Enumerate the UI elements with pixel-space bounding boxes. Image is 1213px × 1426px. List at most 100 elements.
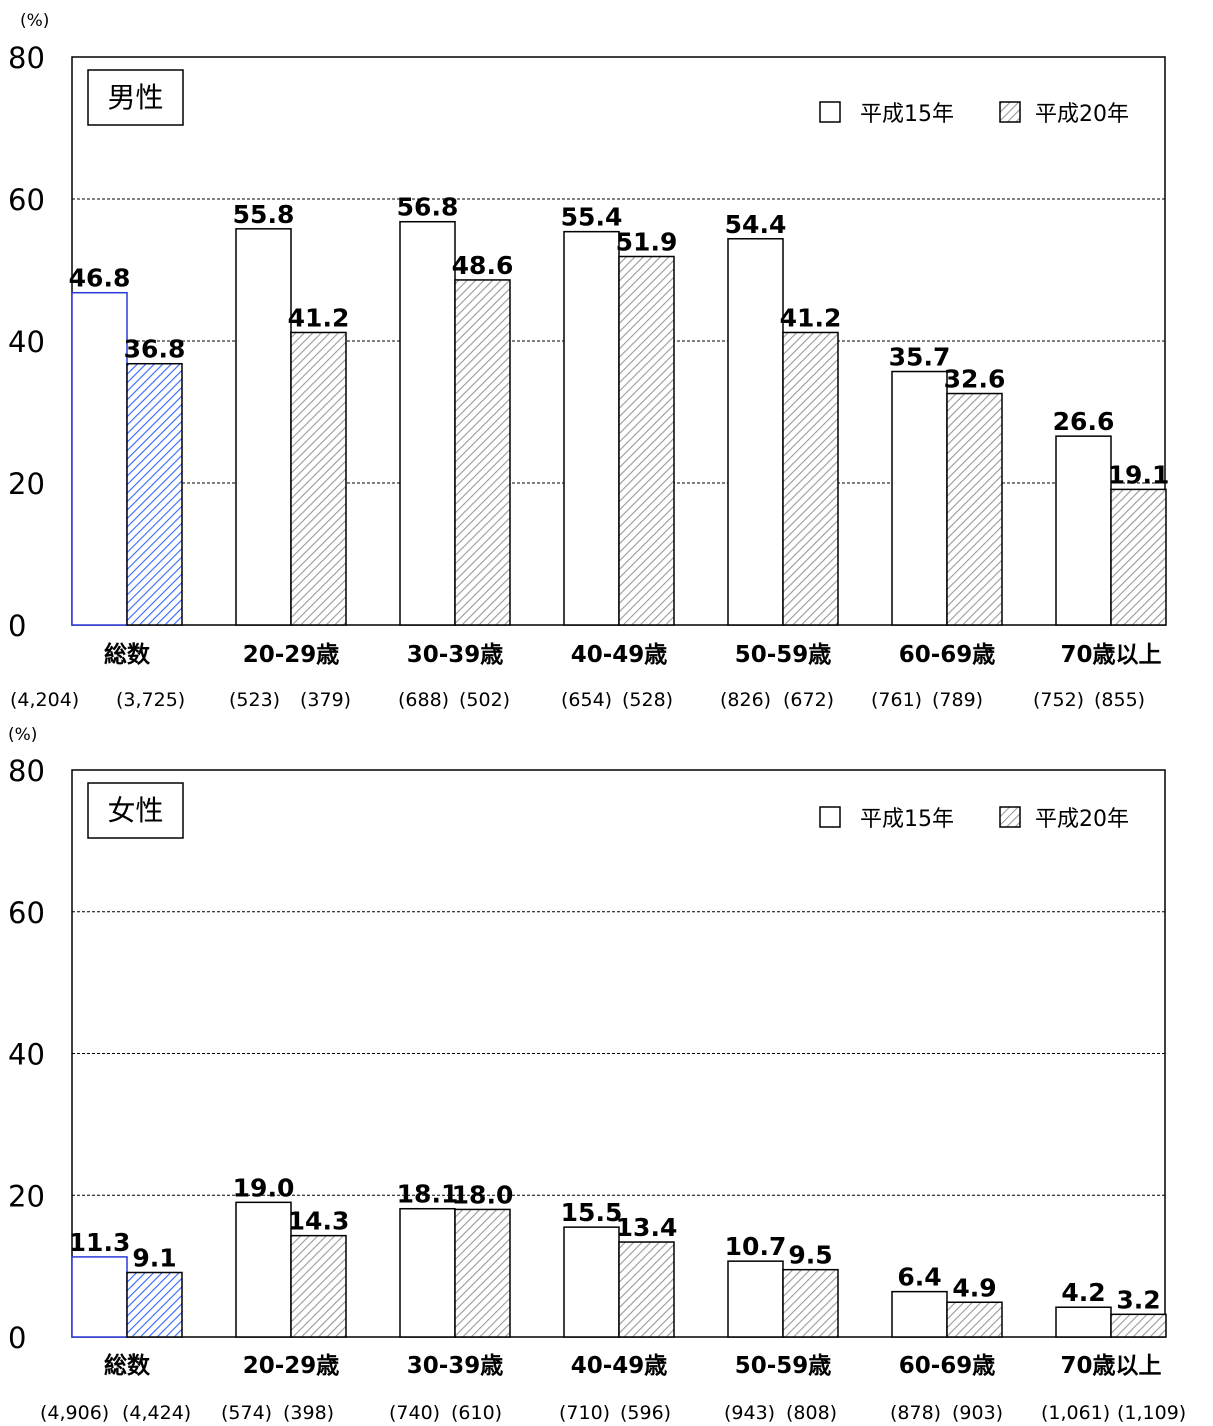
bar-h20 bbox=[618, 255, 675, 626]
y-tick-label: 60 bbox=[8, 896, 45, 930]
sample-count-label: (379) bbox=[300, 689, 351, 711]
category-label: 70歳以上 bbox=[1060, 1353, 1161, 1379]
panel-title: 女性 bbox=[107, 794, 163, 827]
sample-count-label: (789) bbox=[932, 689, 983, 711]
sample-count-label: (903) bbox=[952, 1402, 1003, 1424]
y-axis-ticks: 0 20 40 60 80 bbox=[8, 41, 45, 643]
sample-count-label: (878) bbox=[890, 1402, 941, 1424]
y-tick-label: 0 bbox=[8, 1321, 26, 1355]
bar-h15 bbox=[563, 230, 620, 626]
data-label: 46.8 bbox=[69, 264, 131, 293]
data-label: 41.2 bbox=[780, 303, 842, 332]
bar-h20 bbox=[126, 1271, 183, 1338]
panel-title-box: 男性 bbox=[87, 69, 184, 126]
data-label: 18.1 bbox=[397, 1180, 459, 1209]
bar-h20 bbox=[290, 331, 347, 626]
bar-h15 bbox=[399, 220, 456, 626]
category-label: 60-69歳 bbox=[899, 642, 996, 668]
sample-count-label: (523) bbox=[229, 689, 280, 711]
category-label: 20-29歳 bbox=[243, 642, 340, 668]
bar-h15 bbox=[1055, 435, 1112, 626]
legend-label-2008: 平成20年 bbox=[1035, 807, 1129, 832]
data-label: 6.4 bbox=[897, 1263, 941, 1292]
sample-count-label: (502) bbox=[459, 689, 510, 711]
data-label: 13.4 bbox=[616, 1213, 678, 1242]
data-label: 26.6 bbox=[1053, 407, 1115, 436]
category-label: 50-59歳 bbox=[735, 642, 832, 668]
category-label: 30-39歳 bbox=[407, 642, 504, 668]
sample-count-label: (4,204) bbox=[10, 689, 79, 711]
data-label: 15.5 bbox=[561, 1198, 623, 1227]
legend-swatch-2008 bbox=[999, 101, 1021, 123]
legend-swatch-2003 bbox=[819, 101, 841, 123]
y-tick-label: 60 bbox=[8, 183, 45, 217]
bar-h20 bbox=[126, 362, 183, 626]
data-labels: 46.8 36.8 55.8 41.2 56.8 48.6 55.451.9 54.4 41.2… bbox=[69, 193, 1170, 490]
chart-panel-female: (%) 0 20 40 60 80 11.39.1 19.0 14.3 18.118.0 15.… bbox=[8, 725, 1186, 1424]
sample-count-label: (596) bbox=[620, 1402, 671, 1424]
bar-h15 bbox=[71, 1256, 128, 1338]
bar-h20 bbox=[1110, 1313, 1167, 1338]
legend-label-2003: 平成15年 bbox=[860, 102, 954, 127]
sample-count-label: (1,061) bbox=[1041, 1402, 1110, 1424]
y-tick-label: 80 bbox=[8, 41, 45, 75]
bar-h15 bbox=[727, 1260, 784, 1338]
bar-h15 bbox=[71, 291, 128, 626]
category-labels: 総数 (4,906) (4,424) 20-29歳 (574) (398) 30-39歳 (7… bbox=[40, 1352, 1186, 1424]
sample-count-label: (688) bbox=[398, 689, 449, 711]
data-label: 32.6 bbox=[944, 365, 1006, 394]
data-label: 55.4 bbox=[561, 203, 623, 232]
data-label: 36.8 bbox=[124, 335, 186, 364]
sample-count-label: (710) bbox=[559, 1402, 610, 1424]
bar-h20 bbox=[946, 392, 1003, 626]
legend: 平成15年 平成20年 bbox=[819, 101, 1129, 127]
panel-title-box: 女性 bbox=[87, 782, 184, 839]
data-label: 3.2 bbox=[1116, 1285, 1160, 1314]
category-label: 20-29歳 bbox=[243, 1353, 340, 1379]
bar-h15 bbox=[235, 1201, 292, 1338]
y-tick-label: 20 bbox=[8, 467, 45, 501]
y-tick-label: 20 bbox=[8, 1179, 45, 1213]
y-tick-label: 40 bbox=[8, 1038, 45, 1072]
data-label: 10.7 bbox=[725, 1232, 787, 1261]
data-label: 41.2 bbox=[288, 303, 350, 332]
bar-h20 bbox=[290, 1234, 347, 1338]
panel-title: 男性 bbox=[107, 81, 163, 114]
bar-h20 bbox=[782, 1268, 839, 1338]
data-label: 19.1 bbox=[1108, 460, 1170, 489]
data-label: 35.7 bbox=[889, 343, 951, 372]
legend-swatch-2008 bbox=[999, 806, 1021, 828]
sample-count-label: (398) bbox=[283, 1402, 334, 1424]
data-label: 48.6 bbox=[452, 251, 514, 280]
legend-swatch-2003 bbox=[819, 806, 841, 828]
y-axis-unit: (%) bbox=[8, 725, 37, 745]
legend-label-2003: 平成15年 bbox=[860, 807, 954, 832]
sample-count-label: (610) bbox=[451, 1402, 502, 1424]
sample-count-label: (654) bbox=[561, 689, 612, 711]
bar-h15 bbox=[235, 228, 292, 626]
sample-count-label: (574) bbox=[221, 1402, 272, 1424]
bar-h15 bbox=[727, 238, 784, 626]
category-label: 40-49歳 bbox=[571, 1353, 668, 1379]
y-tick-label: 40 bbox=[8, 325, 45, 359]
data-label: 18.0 bbox=[452, 1180, 514, 1209]
bar-h20 bbox=[454, 1208, 511, 1338]
bar-h15 bbox=[1055, 1306, 1112, 1338]
sample-count-label: (528) bbox=[622, 689, 673, 711]
category-label: 40-49歳 bbox=[571, 642, 668, 668]
category-label: 30-39歳 bbox=[407, 1353, 504, 1379]
data-labels: 11.39.1 19.0 14.3 18.118.0 15.513.4 10.7 9.5 6.… bbox=[69, 1173, 1161, 1314]
category-labels: 総数 (4,204) (3,725) 20-29歳 (523) (379) 30-39歳 (6… bbox=[10, 641, 1162, 711]
data-label: 51.9 bbox=[616, 228, 678, 257]
data-label: 11.3 bbox=[69, 1228, 131, 1257]
sample-count-label: (3,725) bbox=[116, 689, 185, 711]
category-label: 60-69歳 bbox=[899, 1353, 996, 1379]
data-label: 56.8 bbox=[397, 193, 459, 222]
legend-label-2008: 平成20年 bbox=[1035, 102, 1129, 127]
bar-h20 bbox=[946, 1301, 1003, 1338]
data-label: 9.5 bbox=[788, 1241, 832, 1270]
sample-count-label: (808) bbox=[786, 1402, 837, 1424]
bars bbox=[71, 220, 1167, 626]
sample-count-label: (855) bbox=[1094, 689, 1145, 711]
y-axis-unit: (%) bbox=[20, 11, 49, 31]
